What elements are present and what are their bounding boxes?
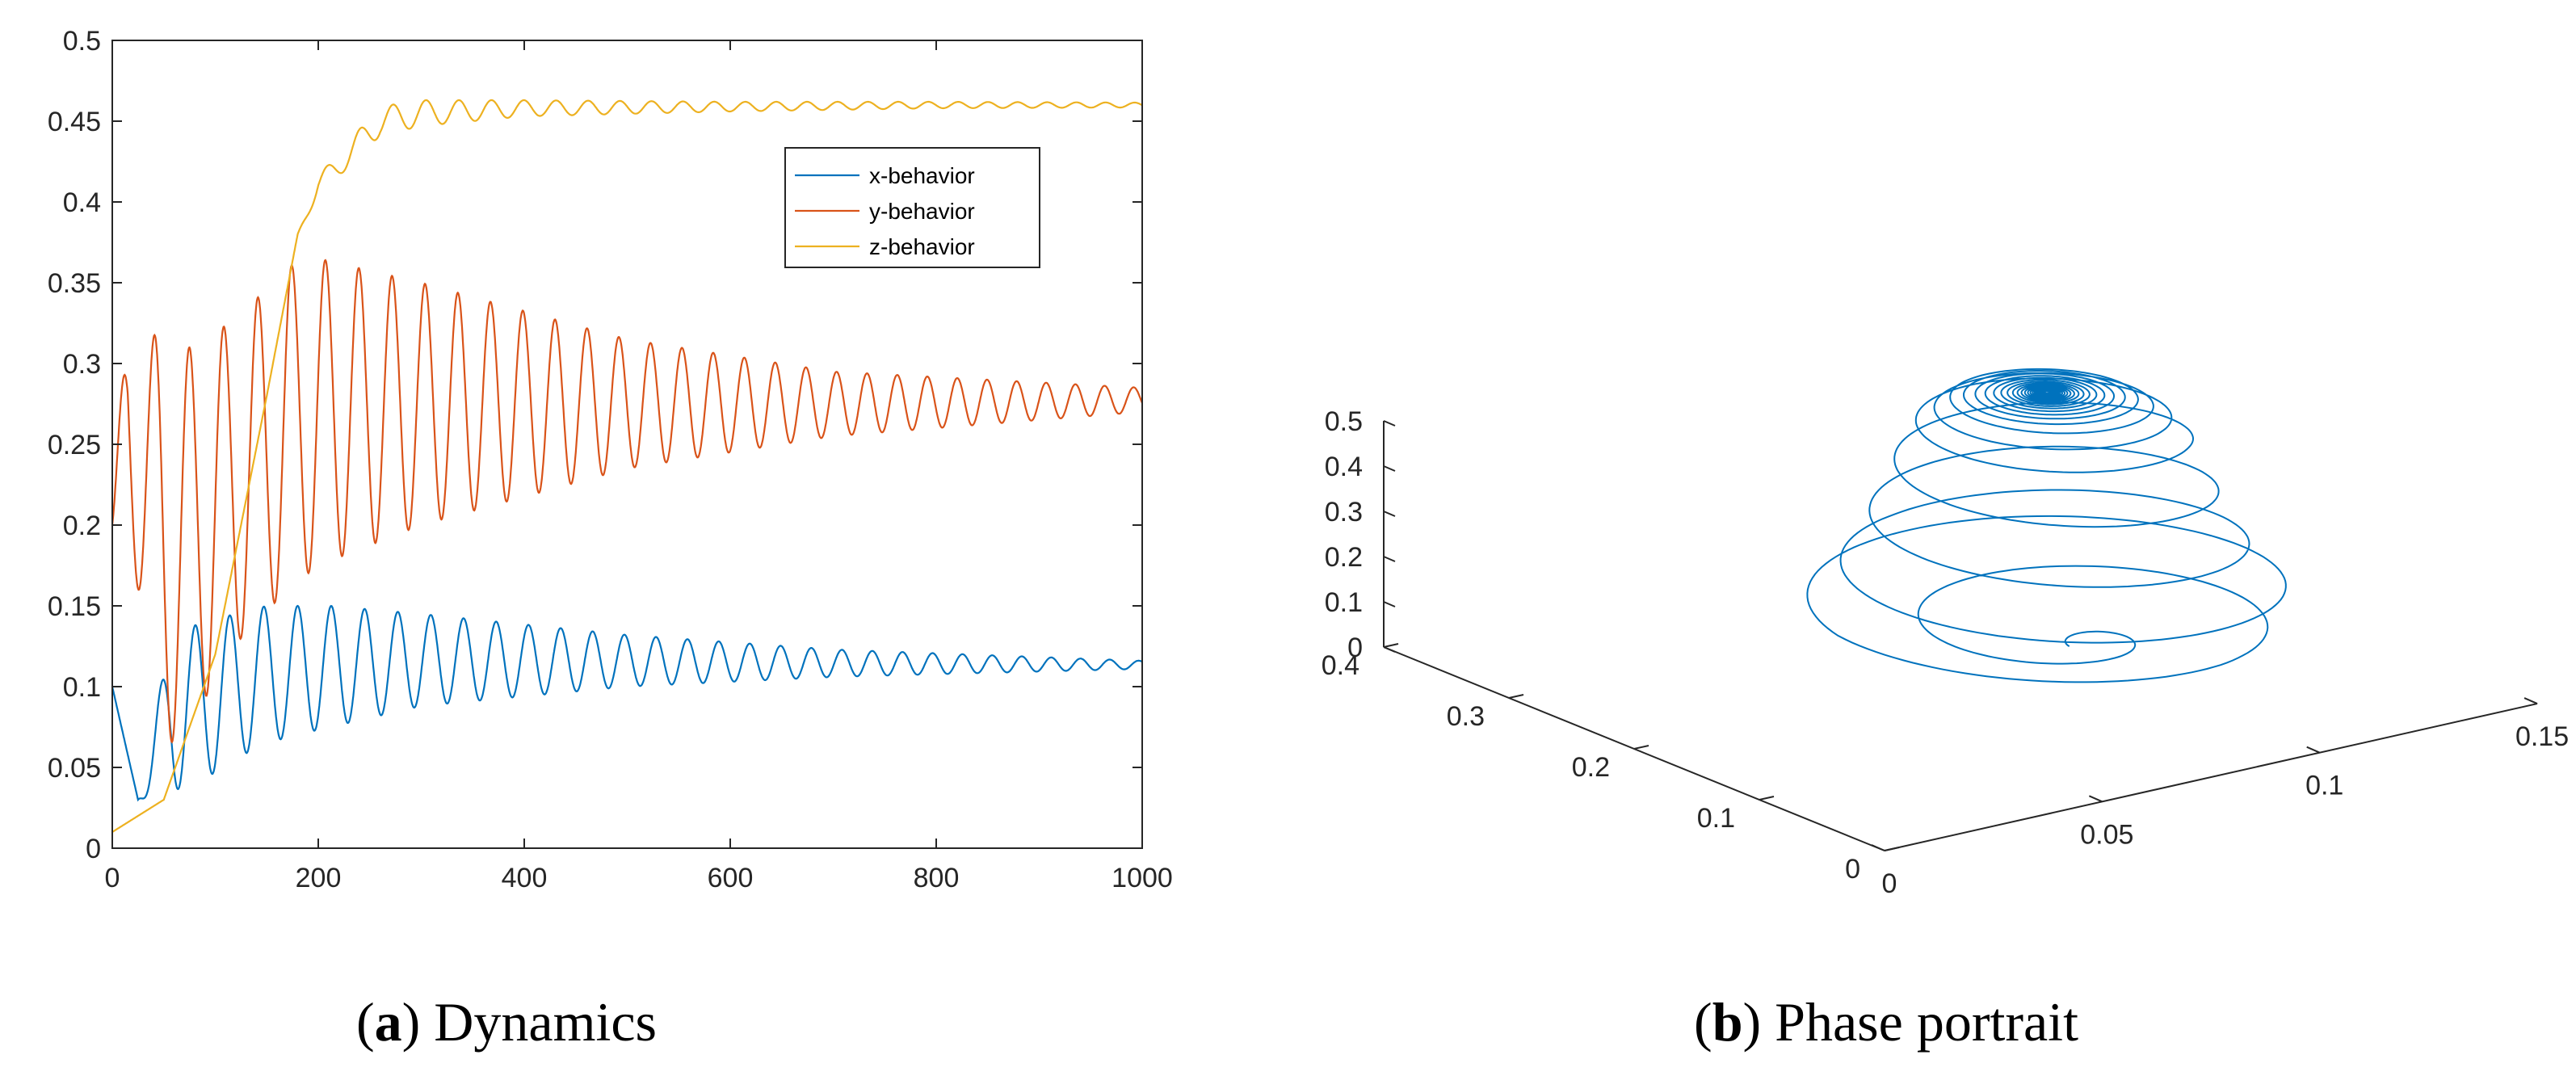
phase-ticks: 00.10.20.30.40.500.10.20.30.400.050.10.1… — [1322, 406, 2569, 899]
z-tick-label: 0.5 — [1325, 406, 1363, 437]
caption-b: (b) Phase portrait — [1694, 991, 2078, 1053]
z-tick-label: 0.1 — [1325, 587, 1363, 618]
y-tick-label: 0.45 — [48, 107, 101, 137]
x3d-tick-label: 0.1 — [2305, 771, 2343, 801]
y-tick-label: 0.2 — [63, 511, 101, 541]
legend-entry[interactable]: y-behavior — [869, 199, 975, 224]
x3d-tick-mark — [2306, 746, 2321, 754]
x-tick-label: 800 — [914, 863, 960, 893]
y3d-tick-mark — [1508, 694, 1524, 699]
z-tick-label: 0.2 — [1325, 542, 1363, 573]
z-behavior-line — [111, 99, 1143, 833]
x-axis-line — [1884, 703, 2538, 851]
y3d-tick-label: 0 — [1845, 854, 1860, 885]
dynamics-series — [111, 99, 1144, 833]
y-tick-label: 0.05 — [48, 753, 101, 784]
phase-axes — [1383, 421, 2538, 851]
caption-a: (a) Dynamics — [356, 991, 657, 1053]
z-tick-label: 0.4 — [1325, 452, 1363, 482]
x3d-tick-label: 0.05 — [2080, 819, 2133, 850]
y3d-tick-label: 0.4 — [1322, 650, 1359, 681]
x3d-tick-mark — [2523, 697, 2538, 704]
x3d-tick-label: 0 — [1882, 868, 1897, 899]
y-tick-label: 0.4 — [63, 187, 101, 218]
x3d-tick-mark — [2088, 795, 2103, 803]
y3d-tick-label: 0.2 — [1572, 752, 1610, 783]
legend-entry[interactable]: x-behavior — [869, 163, 975, 188]
y-tick-label: 0.35 — [48, 268, 101, 299]
y3d-tick-label: 0.3 — [1447, 701, 1485, 732]
z-tick-mark — [1383, 465, 1396, 472]
y3d-tick-label: 0.1 — [1697, 803, 1735, 834]
y3d-tick-mark — [1759, 796, 1775, 801]
phase-trajectory — [1806, 368, 2287, 683]
y-tick-label: 0.1 — [63, 672, 101, 703]
x-tick-label: 400 — [502, 863, 548, 893]
y-tick-label: 0.15 — [48, 591, 101, 622]
y-tick-label: 0 — [86, 834, 101, 864]
x3d-tick-label: 0.15 — [2515, 721, 2569, 752]
dynamics-legend[interactable]: x-behavior y-behavior z-behavior — [784, 147, 1040, 268]
y3d-tick-mark — [1884, 847, 1900, 851]
dynamics-chart: 0 200 400 600 800 1000 0 0.05 0.1 0.15 0.2 0.25 0.3 0… — [48, 26, 1173, 893]
y-tick-label: 0.5 — [63, 26, 101, 57]
z-tick-mark — [1383, 420, 1396, 427]
z-tick-mark — [1383, 646, 1396, 653]
x-tick-label: 0 — [105, 863, 120, 893]
z-tick-mark — [1383, 601, 1396, 607]
y-behavior-line — [111, 258, 1144, 744]
phase-portrait-chart: 00.10.20.30.40.500.10.20.30.400.050.10.1… — [1322, 368, 2569, 899]
z-tick-mark — [1383, 511, 1396, 517]
z-tick-label: 0 — [1347, 633, 1363, 663]
x-behavior-line — [111, 604, 1143, 802]
z-tick-mark — [1383, 556, 1396, 562]
y-tick-label: 0.25 — [48, 430, 101, 460]
z-tick-label: 0.3 — [1325, 497, 1363, 527]
dynamics-ticks: 0 200 400 600 800 1000 0 0.05 0.1 0.15 0.2 0.25 0.3 0… — [48, 26, 1173, 893]
y-tick-label: 0.3 — [63, 349, 101, 380]
x3d-tick-mark — [1871, 844, 1885, 851]
x-tick-label: 200 — [296, 863, 342, 893]
phase-trajectory-line — [1806, 368, 2287, 683]
legend-box — [784, 147, 1040, 268]
legend-entry[interactable]: z-behavior — [869, 234, 975, 259]
x-tick-label: 600 — [708, 863, 754, 893]
y3d-tick-mark — [1633, 745, 1649, 750]
y3d-tick-mark — [1383, 643, 1399, 648]
x-tick-label: 1000 — [1112, 863, 1173, 893]
